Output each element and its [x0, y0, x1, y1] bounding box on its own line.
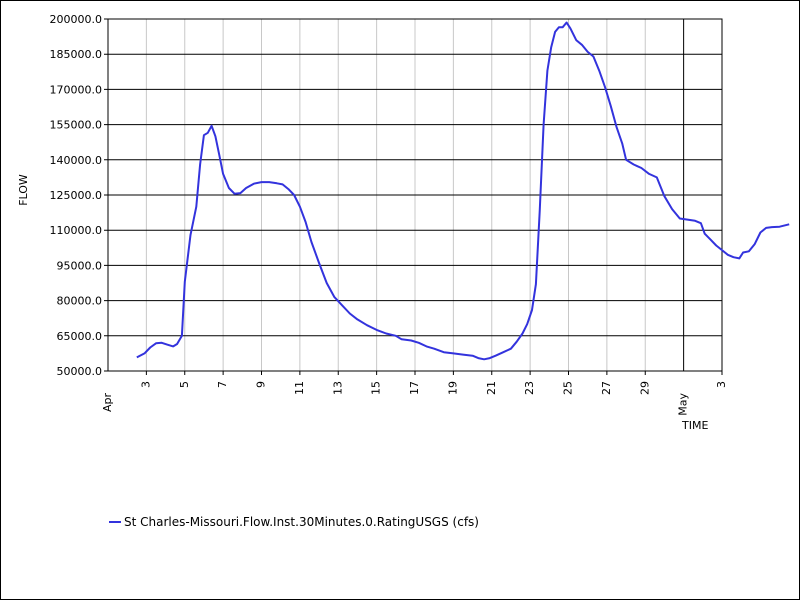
x-tick-label: 29	[638, 381, 651, 395]
legend-label: St Charles-Missouri.Flow.Inst.30Minutes.…	[124, 515, 479, 529]
x-tick-label: 3	[139, 381, 152, 388]
y-tick-label: 140000.0	[50, 154, 103, 167]
y-tick-label: 125000.0	[50, 189, 103, 202]
y-tick-label: 95000.0	[57, 259, 103, 272]
y-axis-label: FLOW	[17, 174, 30, 206]
x-tick-label: 19	[446, 381, 459, 395]
y-tick-label: 185000.0	[50, 48, 103, 61]
axis-layer: 3 5 7 9 11 13 15 17 19 21 23 25 27 29 3 Apr May 50000.0 65…	[50, 13, 729, 416]
x-tick-label: 27	[600, 381, 613, 395]
y-tick-label: 50000.0	[57, 365, 103, 378]
x-tick-label: 5	[178, 381, 191, 388]
x-tick-label: 21	[485, 381, 498, 395]
x-axis-label: TIME	[681, 419, 708, 432]
y-tick-label: 170000.0	[50, 83, 103, 96]
grid-layer	[104, 18, 722, 372]
series-layer	[136, 21, 790, 361]
y-tick-label: 110000.0	[50, 224, 103, 237]
x-tick-label: 17	[408, 381, 421, 395]
x-tick-label: 9	[255, 381, 268, 388]
x-tick-label: 7	[216, 381, 229, 388]
x-tick-label: 15	[370, 381, 383, 395]
legend-swatch	[109, 521, 121, 523]
y-tick-label: 200000.0	[50, 13, 103, 26]
x-tick-label: 25	[562, 381, 575, 395]
x-tick-label: 3	[715, 381, 728, 388]
x-tick-label: 23	[523, 381, 536, 395]
legend: St Charles-Missouri.Flow.Inst.30Minutes.…	[109, 515, 479, 529]
x-tick-label: 13	[331, 381, 344, 395]
x-month-label: May	[677, 393, 690, 416]
x-tick-label: 11	[293, 381, 306, 395]
y-tick-label: 155000.0	[50, 119, 103, 132]
x-month-label: Apr	[101, 393, 114, 413]
plot-area-border	[107, 18, 723, 372]
series-line	[136, 21, 790, 361]
y-tick-label: 65000.0	[57, 330, 103, 343]
y-tick-label: 80000.0	[57, 295, 103, 308]
